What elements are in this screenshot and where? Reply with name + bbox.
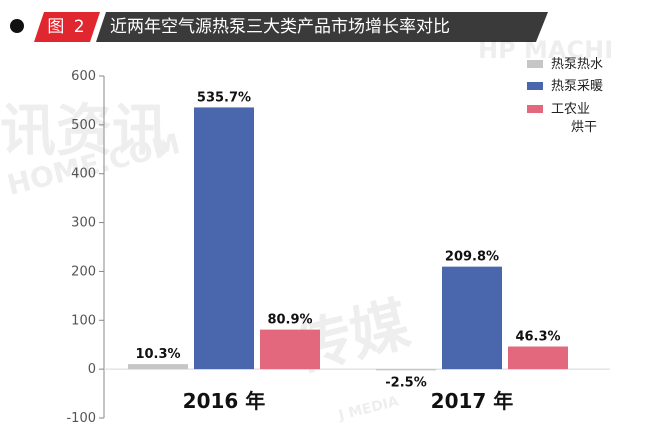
bar-hot-water-1	[376, 369, 436, 371]
legend-swatch-hot-water	[527, 60, 543, 68]
y-tick-label: 500	[71, 118, 96, 133]
y-tick-label: 300	[71, 216, 96, 231]
y-tick-label: 100	[71, 313, 96, 328]
y-tick-label: 600	[71, 69, 96, 84]
legend-label-drying: 工农业烘干	[551, 102, 597, 135]
legend-swatch-drying	[527, 105, 543, 113]
legend-swatch-heating	[527, 82, 543, 90]
data-label-heating-1: 209.8%	[445, 250, 499, 265]
category-label: 2017 年	[431, 389, 514, 413]
y-tick-label: 200	[71, 264, 96, 279]
legend-label-hot-water: 热泵热水	[551, 57, 603, 72]
data-label-heating-0: 535.7%	[197, 90, 251, 105]
y-tick-label: 400	[71, 167, 96, 182]
data-label-drying-1: 46.3%	[515, 330, 560, 345]
legend-label-line: 热泵采暖	[551, 79, 603, 94]
watermark-left-text: 讯资讯	[0, 99, 168, 164]
bar-drying-0	[260, 329, 320, 370]
figure-header: 图 2 近两年空气源热泵三大类产品市场增长率对比	[0, 0, 648, 50]
category-labels-group: 2016 年 2017 年	[183, 389, 514, 413]
watermark-center-sub: J MEDIA	[336, 394, 400, 425]
y-tick-label: 0	[88, 362, 96, 377]
bullet-dot-icon	[10, 19, 24, 33]
legend-label-line: 烘干	[571, 120, 597, 135]
bars-group	[128, 107, 568, 371]
figure-label: 图 2	[34, 12, 100, 42]
bar-hot-water-0	[128, 364, 188, 370]
watermark-corner-text: HP MACHI	[478, 36, 613, 64]
y-axis: -100 0 100 200 300 400 500 600	[66, 69, 610, 426]
y-tick-label: -100	[66, 411, 96, 426]
category-label: 2016 年	[183, 389, 266, 413]
bar-drying-1	[508, 346, 568, 370]
legend-label-line: 热泵热水	[551, 57, 603, 72]
data-label-hot-water-0: 10.3%	[135, 347, 180, 362]
chart-title: 近两年空气源热泵三大类产品市场增长率对比	[96, 12, 548, 42]
data-label-hot-water-1: -2.5%	[385, 375, 426, 390]
legend-label-heating: 热泵采暖	[551, 79, 603, 94]
legend-label-line: 工农业	[551, 102, 590, 117]
bar-heating-0	[194, 107, 254, 370]
data-labels-group: 10.3% 535.7% 80.9% -2.5% 209.8% 46.3%	[135, 90, 560, 390]
bar-heating-1	[442, 266, 502, 370]
data-label-drying-0: 80.9%	[267, 313, 312, 328]
